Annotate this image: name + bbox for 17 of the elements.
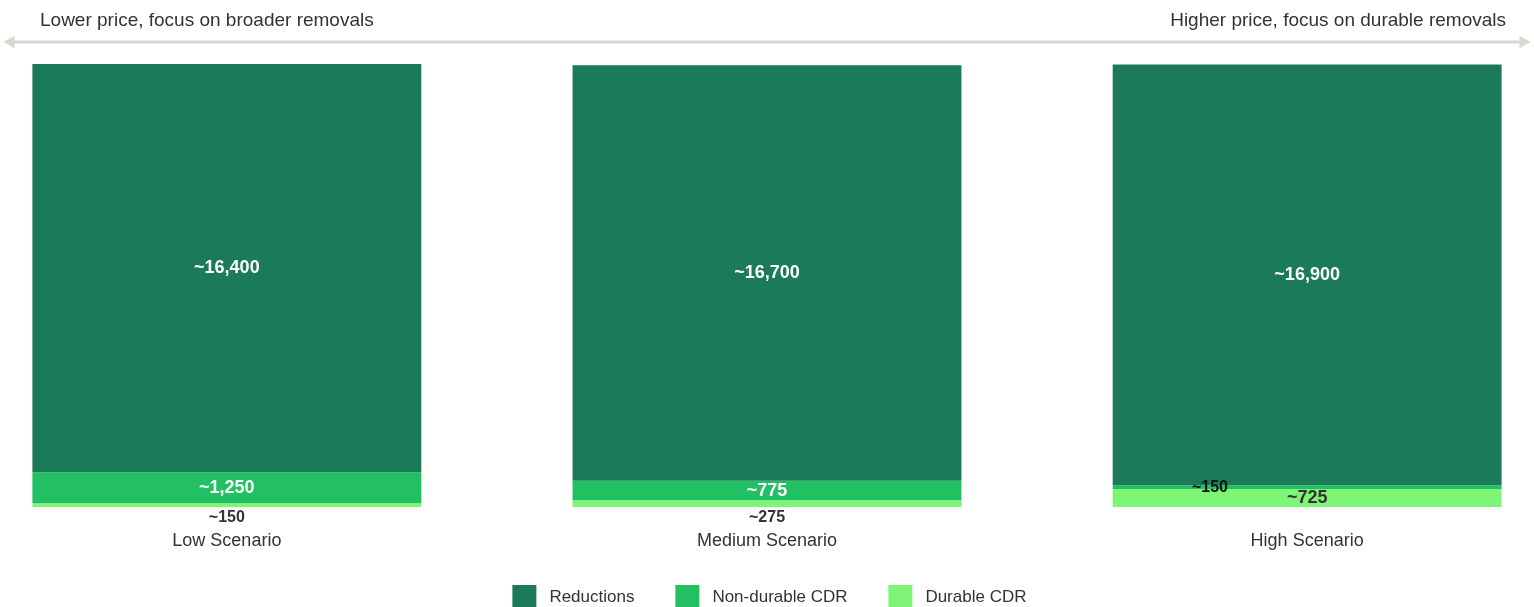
x-tick-label: Medium Scenario [696, 529, 838, 550]
x-tick-label: High Scenario [1250, 529, 1364, 550]
text: Higher price, focus on durable removals [1170, 9, 1506, 30]
data-label: ~275 [748, 508, 786, 525]
data-label: ~775 [746, 479, 788, 500]
legend-label: Durable CDR [925, 587, 1027, 606]
legend-label: Non-durable CDR [712, 587, 848, 606]
data-label: ~16,400 [194, 257, 260, 278]
data-label: ~725 [1286, 486, 1328, 507]
data-label: ~1,250 [199, 476, 255, 497]
text: Lower price, focus on broader removals [40, 9, 374, 30]
legend-label: Reductions [549, 587, 635, 606]
data-label: ~150 [208, 508, 245, 525]
data-label: ~16,700 [734, 262, 800, 283]
data-label: ~150 [1191, 478, 1229, 496]
x-tick-label: Low Scenario [172, 529, 282, 550]
data-label: ~16,900 [1274, 263, 1340, 284]
